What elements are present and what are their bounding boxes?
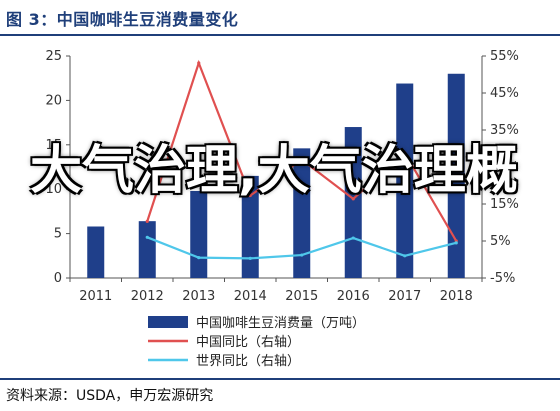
x-tick-label: 2012 — [131, 289, 164, 304]
y-left-tick-label: 10 — [45, 182, 62, 197]
series-point-2017 — [403, 254, 407, 258]
series-point-2015 — [300, 253, 304, 257]
series-point-2013 — [197, 61, 201, 65]
y-right-tick-label: 35% — [490, 123, 519, 138]
series-point-2014 — [248, 256, 252, 260]
series-point-2015 — [300, 158, 304, 162]
series-point-2017 — [403, 151, 407, 155]
x-tick-label: 2015 — [285, 289, 318, 304]
series-point-2014 — [248, 193, 252, 198]
y-right-tick-label: 25% — [490, 160, 519, 175]
bar-2014 — [241, 175, 259, 278]
series-point-2013 — [197, 256, 201, 260]
x-tick-label: 2011 — [79, 289, 112, 304]
legend-label: 世界同比（右轴） — [196, 354, 300, 369]
legend-swatch-bar — [148, 316, 188, 328]
series-point-2012 — [145, 219, 149, 223]
y-right-tick-label: 5% — [490, 234, 511, 249]
line-series — [145, 59, 458, 260]
bar-2012 — [138, 221, 156, 278]
x-tick-label: 2014 — [234, 289, 267, 304]
bar-2017 — [396, 83, 414, 278]
series-point-2018 — [454, 241, 458, 245]
bar-2018 — [447, 73, 465, 278]
y-left-tick-label: 0 — [54, 271, 62, 286]
bar-2015 — [293, 148, 311, 278]
y-left-tick-label: 20 — [45, 93, 62, 108]
series-point-2012 — [145, 235, 149, 239]
chart-legend: 中国咖啡生豆消费量（万吨） 中国同比（右轴） 世界同比（右轴） — [148, 316, 365, 369]
chart-axes: 0 5 10 15 20 25 -5% 5% 15% 25% 35% 45% 55% 2011 2012 20… — [45, 49, 518, 304]
legend-label: 中国同比（右轴） — [196, 335, 300, 350]
x-tick-label: 2016 — [337, 289, 370, 304]
legend-label: 中国咖啡生豆消费量（万吨） — [196, 316, 365, 331]
y-left-tick-label: 15 — [45, 138, 62, 153]
y-right-tick-label: -5% — [490, 271, 515, 286]
bar-2011 — [87, 226, 105, 278]
y-right-tick-label: 55% — [490, 49, 519, 64]
title-rule — [0, 34, 560, 36]
source-note: 资料来源：USDA，申万宏源研究 — [6, 388, 214, 404]
x-tick-label: 2013 — [182, 289, 215, 304]
footer-rule — [0, 378, 560, 380]
series-point-2016 — [351, 236, 355, 240]
y-left-tick-label: 5 — [54, 227, 62, 242]
bar-2016 — [344, 127, 362, 278]
x-tick-label: 2018 — [440, 289, 473, 304]
page-title: 图 3：中国咖啡生豆消费量变化 — [6, 10, 239, 29]
y-left-tick-label: 25 — [45, 49, 62, 64]
bar-2013 — [190, 190, 208, 278]
bar-series — [87, 73, 465, 278]
x-tick-label: 2017 — [388, 289, 421, 304]
y-right-tick-label: 45% — [490, 86, 519, 101]
y-right-tick-label: 15% — [490, 197, 519, 212]
series-point-2016 — [351, 197, 355, 201]
